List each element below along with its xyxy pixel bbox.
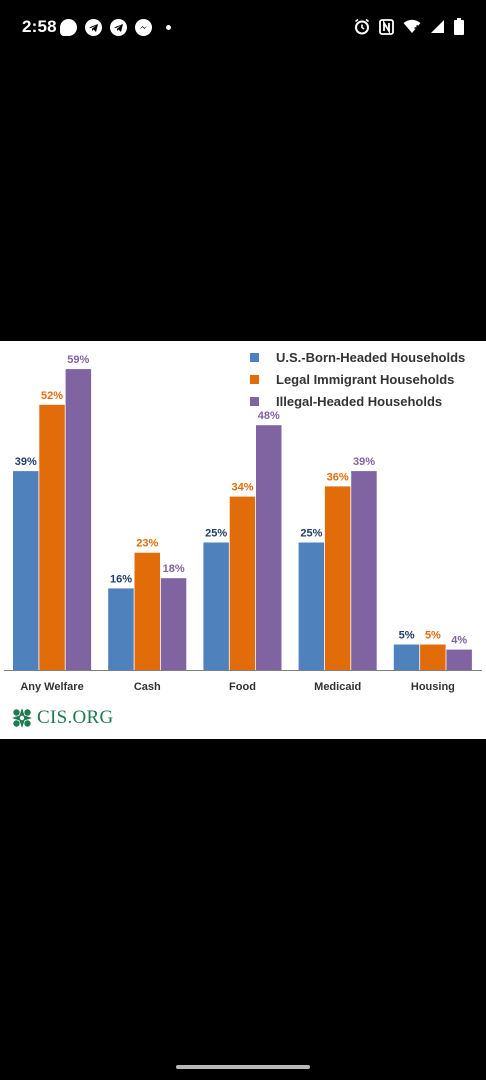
bar-medicaid-illegal-headed bbox=[351, 471, 377, 670]
x-tick-label-cash: Cash bbox=[134, 681, 161, 693]
chat-bubble-icon bbox=[60, 19, 77, 36]
data-label-cash-us-born: 16% bbox=[110, 573, 132, 585]
bar-medicaid-legal-immigrant bbox=[324, 486, 351, 670]
bar-cash-illegal-headed bbox=[160, 578, 187, 670]
legend-swatch-illegal-headed bbox=[250, 396, 259, 406]
cellular-signal-icon bbox=[431, 20, 444, 33]
x-tick-label-food: Food bbox=[229, 681, 256, 693]
bar-chart: 39% 52% 59% Any Welfare 16% 23% 18% Cash 25% 34% 4… bbox=[4, 354, 482, 693]
bar-housing-us-born bbox=[393, 644, 420, 670]
legend-label-us-born: U.S.-Born-Headed Households bbox=[276, 349, 466, 365]
x-tick-label-housing: Housing bbox=[411, 681, 455, 693]
bar-food-us-born bbox=[203, 542, 229, 670]
notification-icons bbox=[60, 19, 171, 36]
cis-logo-icon bbox=[12, 708, 32, 728]
bar-any-welfare-legal-immigrant bbox=[39, 404, 65, 670]
legend-label-illegal-headed: Illegal-Headed Households bbox=[276, 393, 443, 409]
data-label-any-welfare-illegal-headed: 59% bbox=[67, 354, 89, 366]
notification-dot-icon bbox=[166, 25, 171, 30]
bar-any-welfare-illegal-headed bbox=[65, 369, 92, 670]
data-label-food-illegal-headed: 48% bbox=[258, 410, 280, 422]
x-tick-label-any-welfare: Any Welfare bbox=[20, 681, 83, 693]
bar-cash-us-born bbox=[108, 588, 134, 670]
legend-label-legal-immigrant: Legal Immigrant Households bbox=[276, 371, 455, 387]
data-label-medicaid-legal-immigrant: 36% bbox=[327, 471, 349, 483]
telegram-icon bbox=[85, 19, 102, 36]
data-label-medicaid-illegal-headed: 39% bbox=[353, 456, 375, 468]
data-label-medicaid-us-born: 25% bbox=[300, 528, 322, 540]
data-label-food-us-born: 25% bbox=[205, 528, 227, 540]
data-label-any-welfare-us-born: 39% bbox=[15, 456, 37, 468]
legend-item-illegal-headed: Illegal-Headed Households bbox=[250, 390, 465, 412]
bar-food-illegal-headed bbox=[256, 425, 282, 670]
bar-medicaid-us-born bbox=[298, 542, 325, 670]
wifi-icon bbox=[403, 19, 421, 33]
alarm-icon bbox=[355, 18, 369, 35]
home-indicator[interactable] bbox=[176, 1065, 310, 1069]
status-bar: 2:58 bbox=[0, 0, 486, 56]
data-label-food-legal-immigrant: 34% bbox=[231, 482, 253, 494]
status-time: 2:58 bbox=[22, 17, 57, 36]
nfc-icon bbox=[379, 18, 394, 35]
bar-housing-legal-immigrant bbox=[420, 644, 446, 670]
legend-swatch-legal-immigrant bbox=[250, 374, 259, 384]
cis-logo: CIS.ORG bbox=[11, 707, 114, 729]
chart-panel: 39% 52% 59% Any Welfare 16% 23% 18% Cash 25% 34% 4… bbox=[0, 341, 486, 739]
telegram-icon bbox=[110, 19, 127, 36]
chart-legend: U.S.-Born-Headed Households Legal Immigr… bbox=[250, 346, 465, 412]
data-label-any-welfare-legal-immigrant: 52% bbox=[41, 390, 63, 402]
legend-swatch-us-born bbox=[250, 352, 259, 362]
bar-any-welfare-us-born bbox=[13, 471, 39, 670]
bar-food-legal-immigrant bbox=[229, 496, 256, 670]
data-label-housing-us-born: 5% bbox=[399, 630, 415, 642]
bar-cash-legal-immigrant bbox=[134, 552, 160, 670]
battery-icon bbox=[454, 18, 464, 35]
logo-text: CIS.ORG bbox=[37, 707, 114, 728]
x-tick-label-medicaid: Medicaid bbox=[314, 681, 361, 693]
data-label-cash-legal-immigrant: 23% bbox=[136, 538, 158, 550]
data-label-housing-legal-immigrant: 5% bbox=[425, 630, 441, 642]
data-label-housing-illegal-headed: 4% bbox=[451, 635, 467, 647]
messenger-icon bbox=[135, 19, 152, 36]
bar-housing-illegal-headed bbox=[446, 649, 472, 670]
legend-item-us-born: U.S.-Born-Headed Households bbox=[250, 346, 465, 368]
system-icons bbox=[354, 18, 464, 35]
legend-item-legal-immigrant: Legal Immigrant Households bbox=[250, 368, 465, 390]
data-label-cash-illegal-headed: 18% bbox=[163, 563, 185, 575]
